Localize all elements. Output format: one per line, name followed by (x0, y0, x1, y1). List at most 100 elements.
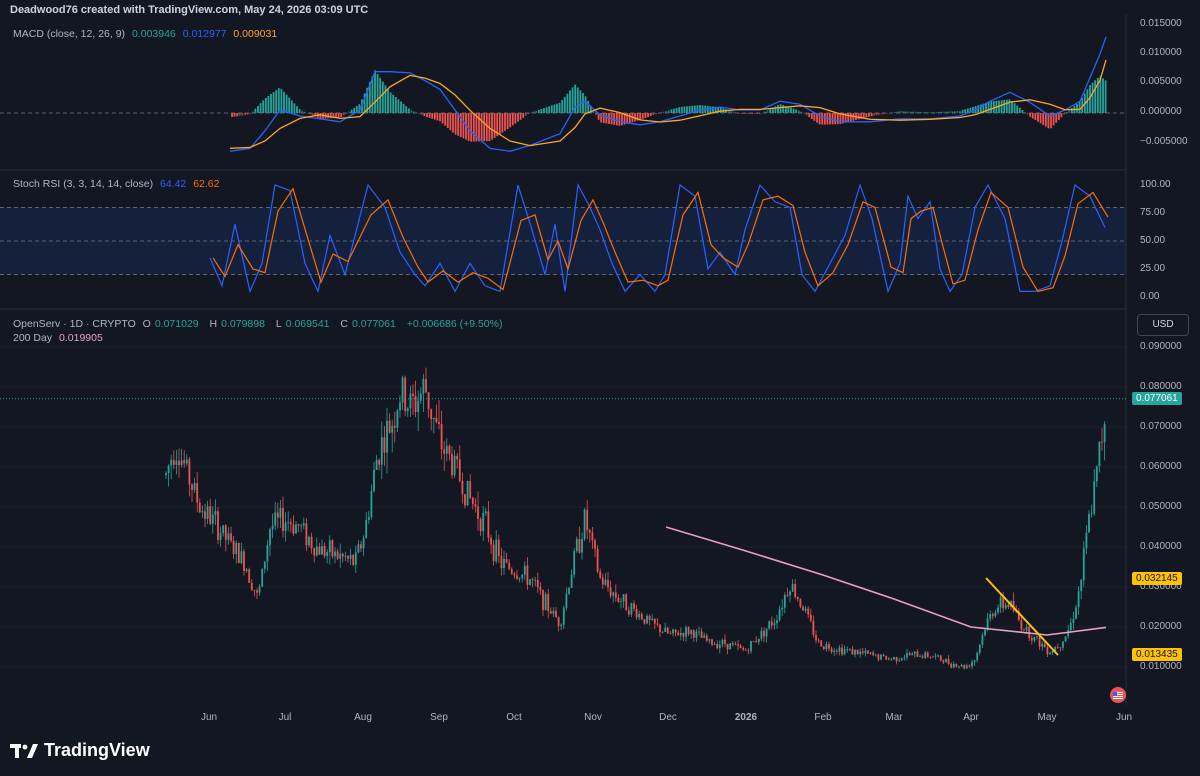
candle-body (222, 525, 225, 534)
macd-histogram-bar (696, 105, 699, 113)
candle-body (1069, 622, 1072, 631)
candle-body (656, 623, 659, 625)
candle-body (549, 611, 552, 614)
macd-histogram-bar (470, 113, 473, 142)
candle-body (422, 378, 425, 394)
macd-histogram-bar (816, 113, 818, 123)
macd-histogram-bar (410, 110, 413, 113)
candle-body (201, 511, 204, 513)
macd-histogram-bar (920, 112, 922, 113)
candle-body (445, 445, 448, 454)
candle-body (305, 523, 308, 546)
macd-histogram-bar (1081, 97, 1084, 113)
candle-body (373, 469, 375, 492)
candle-body (349, 554, 352, 559)
macd-histogram-bar (657, 113, 660, 114)
candle-body (971, 662, 973, 667)
candle-body (718, 644, 721, 649)
ma-200-line (665, 526, 1107, 636)
candle-body (250, 582, 253, 590)
candle-body (570, 574, 573, 588)
macd-histogram-bar (821, 113, 824, 125)
candle-body (651, 618, 654, 621)
candle-body (703, 635, 706, 638)
symbol-label: OpenServ · 1D · CRYPTO (13, 318, 136, 330)
candle-body (757, 638, 760, 643)
candle-body (1041, 643, 1044, 647)
macd-histogram-bar (868, 113, 870, 117)
candle-body (167, 465, 170, 473)
currency-button[interactable]: USD (1137, 314, 1189, 336)
candle-body (1002, 596, 1005, 609)
candle-body (315, 546, 318, 556)
candle-body (989, 614, 992, 619)
macd-histogram-bar (927, 112, 930, 113)
candle-body (401, 377, 404, 403)
macd-histogram-bar (730, 111, 733, 113)
candle-body (981, 635, 984, 645)
macd-histogram-bar (462, 113, 465, 139)
candle-body (1025, 626, 1028, 631)
candle-body (1054, 647, 1057, 651)
time-tick: Aug (354, 712, 372, 723)
macd-histogram-bar (267, 95, 270, 113)
macd-histogram-bar (857, 113, 860, 120)
candle-body (165, 472, 167, 475)
price-tick: 0.050000 (1140, 501, 1182, 512)
candle-body (336, 551, 339, 559)
macd-histogram-bar (501, 113, 504, 133)
macd-histogram-bar (982, 103, 985, 113)
candle-body (448, 445, 451, 454)
stoch-d-line (212, 187, 1109, 293)
candle-body (1082, 548, 1085, 581)
candle-body (994, 612, 997, 617)
macd-histogram-bar (818, 113, 821, 125)
macd-histogram-bar (777, 105, 779, 113)
candle-body (895, 656, 898, 662)
macd-histogram-bar (1029, 113, 1032, 117)
candle-body (581, 538, 583, 553)
stoch-tick: 25.00 (1140, 263, 1166, 274)
macd-histogram-bar (587, 100, 590, 113)
candle-body (627, 610, 630, 615)
candle-body (1093, 481, 1096, 514)
macd-histogram-bar (519, 113, 522, 120)
flag-icon[interactable] (1110, 687, 1126, 703)
candle-body (591, 532, 594, 541)
macd-histogram-bar (873, 113, 876, 116)
candle-body (887, 658, 890, 660)
macd-histogram-bar (376, 74, 379, 113)
macd-histogram-bar (953, 111, 956, 113)
candle-body (1064, 636, 1067, 642)
candle-body (534, 579, 537, 581)
macd-histogram-bar (285, 94, 288, 113)
macd-histogram-bar (964, 109, 967, 113)
macd-histogram-bar (293, 103, 296, 113)
macd-histogram-bar (634, 113, 636, 122)
price-tick: 0.040000 (1140, 541, 1182, 552)
candle-body (1080, 580, 1083, 592)
macd-histogram-bar (1063, 113, 1065, 115)
candle-body (919, 656, 921, 658)
macd-histogram-bar (548, 106, 551, 113)
macd-histogram-bar (933, 112, 935, 113)
stoch-d-value: 62.62 (193, 178, 220, 190)
candle-body (747, 650, 750, 652)
macd-histogram-bar (288, 97, 291, 113)
candle-body (276, 512, 279, 518)
macd-histogram-bar (896, 111, 899, 113)
time-tick: Nov (584, 712, 602, 723)
candle-body (947, 658, 950, 664)
candle-body (874, 654, 877, 656)
macd-histogram-bar (878, 113, 881, 115)
candle-body (744, 649, 747, 651)
tradingview-brand[interactable]: TradingView (10, 740, 150, 761)
candle-body (227, 533, 230, 540)
macd-histogram-bar (901, 111, 904, 113)
candle-body (531, 579, 534, 581)
macd-histogram-bar (465, 113, 467, 140)
candle-body (269, 529, 271, 546)
candle-body (295, 524, 297, 534)
macd-histogram-bar (805, 113, 808, 116)
